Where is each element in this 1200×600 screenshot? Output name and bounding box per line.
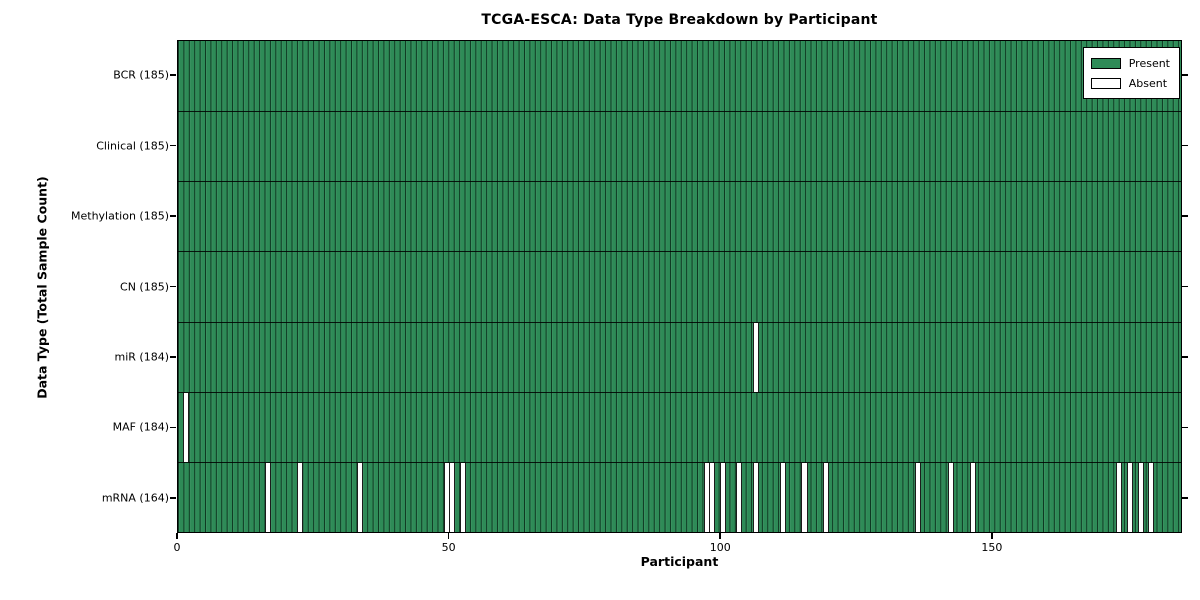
legend: Present Absent [1082,47,1180,99]
x-tick-100 [719,533,721,539]
absent-cell-mRNA-115 [801,462,808,532]
absent-cell-mRNA-136 [915,462,922,532]
absent-cell-mRNA-142 [947,462,954,532]
absent-cell-mRNA-179 [1148,462,1155,532]
datatype-row-BCR [178,41,1181,112]
y-tick-MAF [170,426,176,429]
absent-cell-mRNA-98 [709,462,716,532]
x-tick-150 [991,533,993,539]
y-tick-label-mRNA: mRNA (164) [101,491,169,505]
chart-title: TCGA-ESCA: Data Type Breakdown by Partic… [481,12,878,28]
y-tick-label-miR: miR (184) [114,350,170,364]
y-tick-mRNA [170,497,176,499]
datatype-row-miR [178,321,1181,392]
y-tick-Methylation [170,215,176,217]
absent-cell-miR-106 [752,322,759,392]
legend-label-present: Present [1128,56,1170,70]
y-tick-miR [170,356,176,358]
x-tick-label-50: 50 [441,541,456,554]
y-tick-label-BCR: BCR (185) [113,68,169,82]
datatype-row-Clinical [178,111,1181,182]
datatype-row-mRNA [178,461,1181,532]
y-tick-label-CN: CN (185) [120,280,169,293]
absent-cell-mRNA-119 [823,462,830,532]
absent-cell-MAF-1 [183,392,190,462]
x-axis-label: Participant [640,554,719,569]
absent-cell-mRNA-22 [297,462,304,532]
absent-cell-mRNA-50 [449,462,456,532]
absent-cell-mRNA-177 [1137,462,1144,532]
y-tick-right-Clinical [1182,144,1188,147]
y-tick-right-miR [1182,356,1188,358]
absent-cell-mRNA-173 [1115,462,1122,532]
legend-item-absent: Absent [1090,73,1170,93]
absent-cell-mRNA-103 [736,462,743,532]
absent-cell-mRNA-175 [1126,462,1133,532]
y-tick-right-mRNA [1182,497,1188,499]
x-tick-label-150: 150 [981,541,1003,554]
absent-swatch-icon [1090,77,1121,89]
legend-label-absent: Absent [1128,76,1168,90]
legend-item-present: Present [1090,53,1170,73]
datatype-row-CN [178,251,1181,322]
x-tick-50 [447,533,450,539]
y-tick-right-CN [1182,285,1188,288]
x-tick-label-0: 0 [173,541,181,554]
x-tick-label-100: 100 [709,541,731,554]
y-tick-right-Methylation [1182,215,1188,217]
absent-cell-mRNA-106 [752,462,759,532]
datatype-row-Methylation [178,181,1181,252]
absent-cell-mRNA-52 [459,462,466,532]
absent-cell-mRNA-16 [264,462,271,532]
plot-area [177,40,1182,533]
y-tick-right-BCR [1182,74,1188,76]
y-tick-label-Methylation: Methylation (185) [71,209,169,223]
datatype-row-MAF [178,391,1181,462]
y-tick-Clinical [170,144,176,147]
x-tick-0 [176,533,178,539]
absent-cell-mRNA-146 [969,462,976,532]
absent-cell-mRNA-33 [356,462,363,532]
absent-cell-mRNA-111 [779,462,786,532]
y-tick-label-Clinical: Clinical (185) [96,139,169,153]
y-tick-CN [170,285,176,288]
absent-cell-mRNA-100 [720,462,727,532]
y-tick-right-MAF [1182,426,1188,429]
y-tick-BCR [170,74,176,76]
y-tick-label-MAF: MAF (184) [112,420,169,434]
present-swatch-icon [1090,57,1121,69]
